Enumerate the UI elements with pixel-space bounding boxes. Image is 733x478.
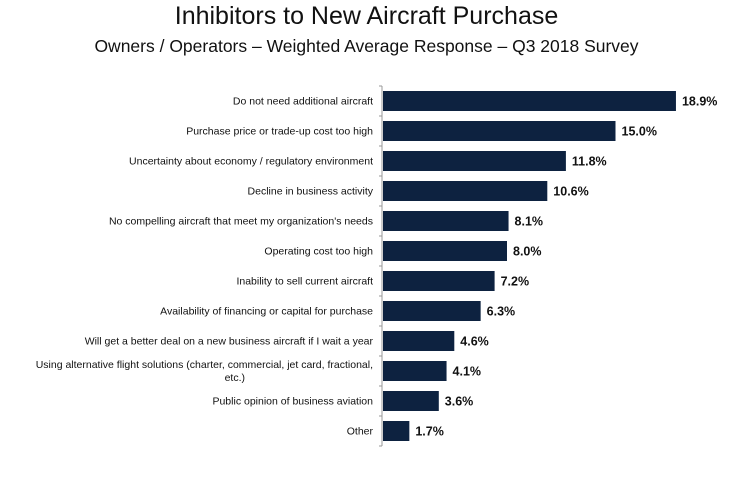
category-label: No compelling aircraft that meet my orga… — [109, 216, 373, 228]
category-label: Purchase price or trade-up cost too high — [186, 126, 373, 138]
data-label: 3.6% — [445, 395, 474, 409]
data-label: 6.3% — [487, 305, 516, 319]
category-label: Availability of financing or capital for… — [160, 306, 373, 318]
data-label: 10.6% — [553, 185, 588, 199]
category-label: Public opinion of business aviation — [212, 396, 373, 408]
bar — [383, 301, 481, 321]
bar — [383, 421, 410, 441]
data-label: 7.2% — [501, 275, 529, 289]
data-label: 18.9% — [682, 95, 717, 109]
bar — [383, 151, 566, 171]
category-label: Inability to sell current aircraft — [236, 276, 373, 288]
bar — [383, 331, 455, 351]
data-label: 8.1% — [515, 215, 544, 229]
bar — [383, 211, 509, 231]
category-label: Do not need additional aircraft — [233, 96, 373, 108]
bar — [383, 361, 447, 381]
bar — [383, 91, 676, 111]
chart-subtitle: Owners / Operators – Weighted Average Re… — [94, 36, 639, 56]
bar — [383, 181, 548, 201]
bar — [383, 271, 495, 291]
bar — [383, 391, 439, 411]
data-label: 1.7% — [415, 425, 444, 439]
category-label: Will get a better deal on a new business… — [85, 336, 374, 348]
data-label: 11.8% — [572, 155, 607, 169]
category-label: Operating cost too high — [264, 246, 373, 258]
category-label: Decline in business activity — [248, 186, 374, 198]
category-label: Other — [347, 426, 374, 438]
data-label: 8.0% — [513, 245, 542, 259]
data-label: 15.0% — [622, 125, 657, 139]
category-label: Uncertainty about economy / regulatory e… — [129, 156, 373, 168]
data-label: 4.1% — [453, 365, 482, 379]
category-label: Using alternative flight solutions (char… — [36, 359, 373, 384]
bar — [383, 241, 507, 261]
bar — [383, 121, 616, 141]
chart-title: Inhibitors to New Aircraft Purchase — [174, 2, 559, 30]
data-label: 4.6% — [460, 335, 489, 349]
